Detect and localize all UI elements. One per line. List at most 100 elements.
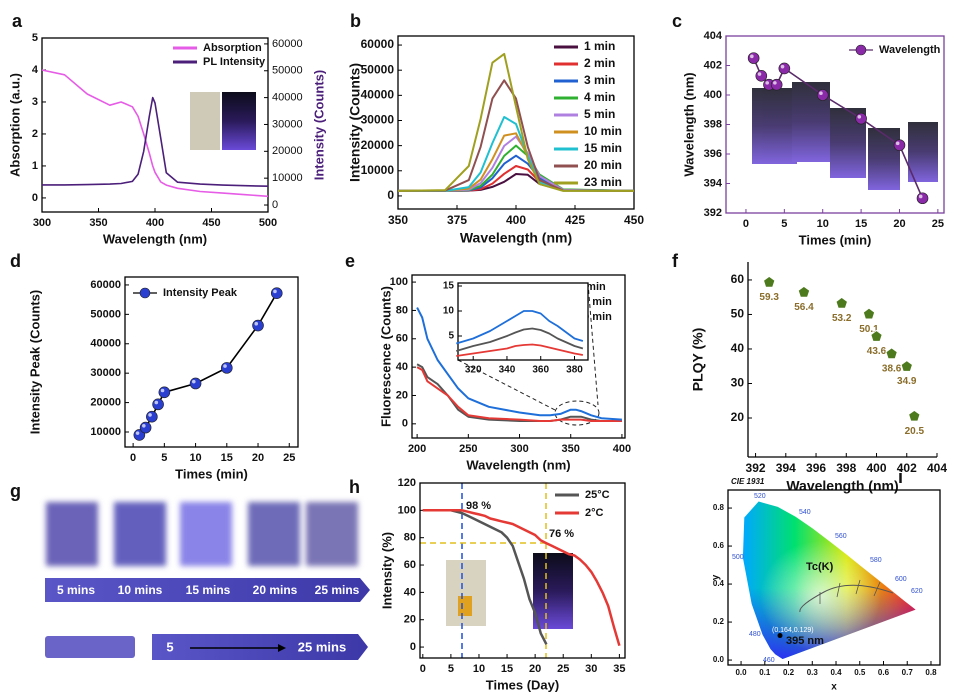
y-tick-label: 80 — [396, 304, 408, 316]
panel-label: e — [345, 251, 355, 271]
time-arrow — [45, 578, 370, 602]
caption: 10 mins — [118, 583, 163, 597]
y-tick-label: 5 — [448, 331, 454, 342]
point — [893, 139, 906, 151]
legend-label: 15 min — [584, 141, 622, 155]
photo-vial — [868, 128, 900, 190]
x-tick-label: 350 — [562, 443, 580, 455]
x-axis-label: Wavelength (nm) — [466, 457, 570, 472]
legend-label: 1 min — [584, 39, 615, 53]
point-highlight — [142, 423, 146, 428]
y-axis-label: Wavelength (nm) — [681, 72, 696, 176]
point — [797, 285, 811, 298]
y2-tick-label: 50000 — [272, 65, 303, 77]
legend-marker — [855, 44, 867, 56]
photo-liquid — [458, 596, 472, 616]
swatch — [46, 502, 98, 566]
wavelength-label: 480 — [749, 631, 761, 638]
y-axis-label: Intensity (%) — [379, 532, 394, 609]
plot-frame — [411, 274, 626, 439]
caption: 5 mins — [57, 583, 95, 597]
point — [870, 329, 883, 342]
point-highlight — [780, 64, 785, 69]
y-tick-label: 10000 — [361, 163, 395, 177]
x-tick-label: 25 — [932, 218, 944, 230]
y-tick-label: 5 — [32, 32, 38, 44]
point — [146, 410, 158, 423]
y2-tick-label: 30000 — [272, 118, 303, 130]
x-tick-label: 20 — [529, 663, 541, 675]
panel-label: f — [672, 251, 679, 271]
point — [252, 319, 264, 332]
point-label: 56.4 — [794, 302, 814, 313]
legend-label: 2°C — [585, 507, 604, 519]
y-tick-label: 400 — [704, 89, 722, 101]
x-tick-label: 375 — [447, 213, 467, 227]
panel-label: g — [10, 481, 21, 501]
point-label: 38.6 — [882, 363, 902, 374]
x-tick-label: 396 — [806, 461, 826, 475]
x-tick-label: 20 — [252, 452, 264, 464]
zoom-ellipse — [554, 400, 600, 426]
panel-label: d — [10, 251, 21, 271]
y-tick-label: 40 — [396, 361, 408, 373]
series-line — [456, 327, 584, 352]
annotation: Tc(K) — [806, 561, 834, 573]
y2-tick-label: 20000 — [272, 145, 303, 157]
photo-vial — [446, 560, 486, 626]
x-tick-label: 0.6 — [878, 668, 890, 677]
legend-label: 3 min — [584, 73, 615, 87]
point-highlight — [918, 194, 923, 199]
y-tick-label: 394 — [704, 177, 723, 189]
y-tick-label: 4 — [32, 64, 39, 76]
x-tick-label: 0.2 — [783, 668, 795, 677]
arrow-head — [278, 644, 286, 652]
wavelength-label: 620 — [911, 588, 923, 595]
series-line — [42, 96, 269, 187]
point — [221, 362, 233, 374]
panel-label: c — [672, 11, 682, 31]
y-tick-label: 100 — [398, 504, 416, 516]
legend-label: PL Intensity — [203, 56, 266, 68]
legend-label: 5 min — [584, 107, 615, 121]
point — [835, 296, 849, 309]
x-tick-label: 0.1 — [759, 668, 771, 677]
point-highlight — [895, 141, 900, 146]
point — [855, 112, 867, 125]
y-tick-label: 40000 — [361, 88, 395, 102]
legend-label: 23 min — [584, 175, 622, 189]
x-tick-label: 0.3 — [807, 668, 819, 677]
color-bar — [45, 636, 135, 658]
point-highlight — [160, 388, 165, 393]
x-tick-label: 404 — [927, 461, 947, 475]
y-tick-label: 20 — [404, 614, 416, 626]
x-tick-label: 0.5 — [854, 668, 866, 677]
y-tick-label: 398 — [704, 118, 722, 130]
point-label: 50.1 — [859, 324, 879, 335]
y-axis-label: Intensity Peak (Counts) — [27, 290, 42, 434]
series-line — [397, 79, 635, 192]
swatch — [306, 502, 358, 566]
point-label: 59.3 — [759, 292, 779, 303]
y-tick-label: 0 — [387, 188, 394, 202]
plot-frame — [727, 489, 941, 666]
point — [747, 52, 760, 64]
y-tick-label: 40 — [731, 341, 745, 355]
y-tick-label: 20 — [396, 389, 408, 401]
point-highlight — [273, 289, 277, 294]
x-tick-label: 0 — [743, 218, 749, 230]
series-line — [397, 52, 634, 192]
x-tick-label: 200 — [408, 443, 426, 455]
x-tick-label: 250 — [459, 443, 477, 455]
point — [189, 377, 202, 390]
point-label: 53.2 — [832, 313, 852, 324]
x-tick-label: 425 — [565, 213, 585, 227]
x-tick-label: 0 — [420, 663, 426, 675]
point-highlight — [819, 91, 823, 95]
y-tick-label: 15 — [443, 281, 455, 292]
x-tick-label: 392 — [746, 461, 766, 475]
arrow-label: 25 mins — [298, 639, 346, 654]
y-tick-label: 0.2 — [713, 617, 725, 626]
x-tick-label: 15 — [221, 452, 233, 464]
